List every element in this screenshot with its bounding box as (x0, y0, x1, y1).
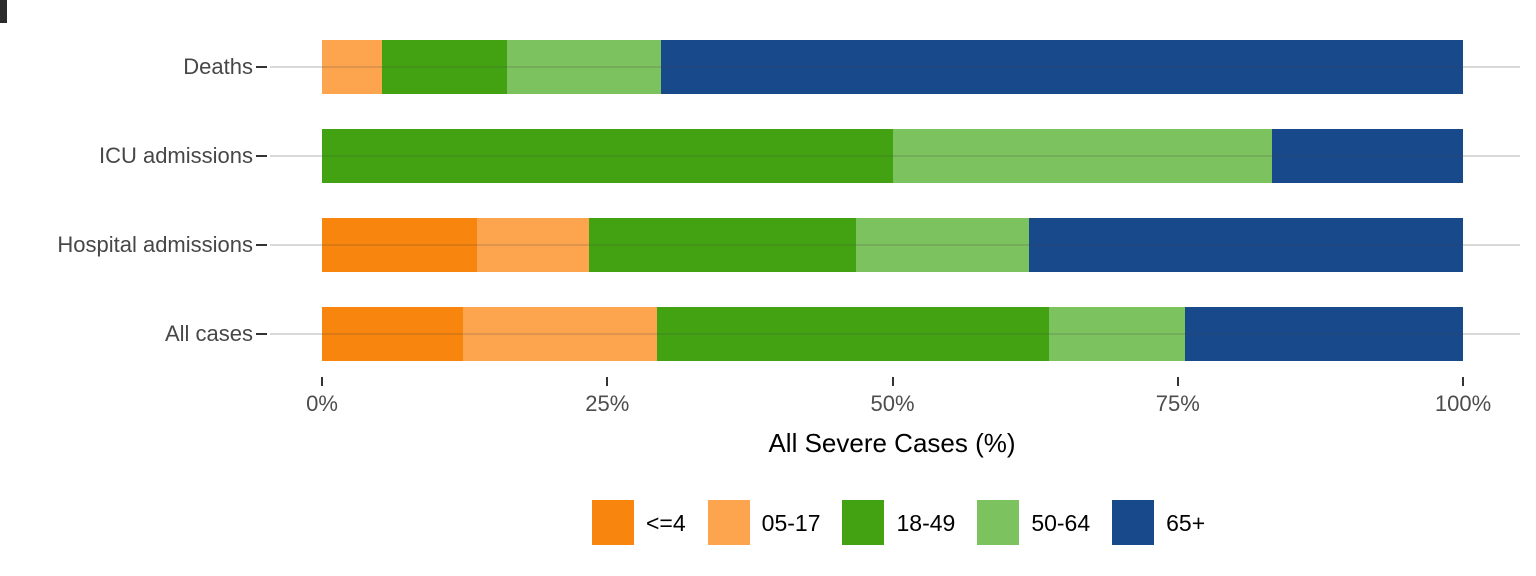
bar-segment-65+ (1184, 307, 1463, 361)
stacked-bar-hospital-admissions (322, 218, 1463, 272)
x-axis-tick-label: 50% (870, 391, 915, 416)
bar-segment-4 (322, 218, 478, 272)
gridline-overlay (322, 155, 1463, 157)
y-axis-label: All cases (164, 321, 253, 346)
y-axis-label: ICU admissions (98, 143, 253, 168)
x-axis-title: All Severe Cases (%) (768, 428, 1016, 458)
stacked-bar-icu-admissions (322, 129, 1463, 183)
gridline-overlay (322, 66, 1463, 68)
legend-swatch (977, 500, 1020, 545)
bar-segment-5064 (855, 218, 1030, 272)
legend-label: <=4 (646, 509, 686, 536)
legend-item: 65+ (1112, 500, 1205, 545)
bar-segment-1849 (382, 40, 507, 94)
x-axis-tick-label: 75% (1155, 391, 1200, 416)
gridline-overlay (322, 244, 1463, 246)
bar-segment-1849 (657, 307, 1049, 361)
y-axis-tick (256, 155, 267, 157)
bar-segment-0517 (463, 307, 658, 361)
legend-swatch (842, 500, 885, 545)
stacked-bar-all-cases (322, 307, 1463, 361)
bar-segment-65+ (1029, 218, 1463, 272)
x-axis-tick-label: 25% (585, 391, 630, 416)
bar-segment-65+ (1272, 129, 1463, 183)
legend-label: 18-49 (896, 509, 956, 536)
legend-swatch (1112, 500, 1155, 545)
legend-swatch (592, 500, 634, 545)
bar-segment-5064 (1048, 307, 1185, 361)
x-axis-tick (1462, 377, 1464, 386)
screen-corner-artifact (0, 0, 7, 23)
x-axis-tick-label: 100% (1434, 391, 1492, 416)
stacked-bar-deaths (322, 40, 1463, 94)
bar-segment-0517 (477, 218, 589, 272)
x-axis-tick (606, 377, 609, 386)
y-axis-tick (256, 66, 267, 68)
legend: <=4 05-17 18-49 50-64 65+ (592, 500, 1227, 545)
y-axis-tick (256, 244, 267, 246)
y-axis-label: Hospital admissions (57, 232, 253, 257)
x-axis-tick (891, 377, 894, 386)
bar-segment-5064 (892, 129, 1273, 183)
legend-item: 18-49 (842, 500, 955, 545)
bar-segment-65+ (660, 40, 1463, 94)
legend-item: 05-17 (707, 500, 821, 545)
bar-segment-4 (322, 307, 464, 361)
x-axis-tick (321, 377, 323, 386)
bar-segment-5064 (506, 40, 661, 94)
legend-label: 05-17 (761, 509, 821, 536)
legend-item: <=4 (592, 500, 686, 545)
legend-label: 50-64 (1031, 509, 1091, 536)
y-axis-tick (256, 333, 267, 335)
bar-segment-0517 (322, 40, 383, 94)
x-axis-tick-label: 0% (306, 391, 338, 416)
legend-label: 65+ (1166, 509, 1206, 536)
bar-segment-1849 (588, 218, 856, 272)
y-axis-label: Deaths (183, 54, 253, 79)
bar-segment-1849 (322, 129, 893, 183)
legend-item: 50-64 (977, 500, 1090, 545)
legend-swatch (707, 500, 750, 545)
gridline-overlay (322, 333, 1463, 335)
x-axis-tick (1176, 377, 1179, 386)
